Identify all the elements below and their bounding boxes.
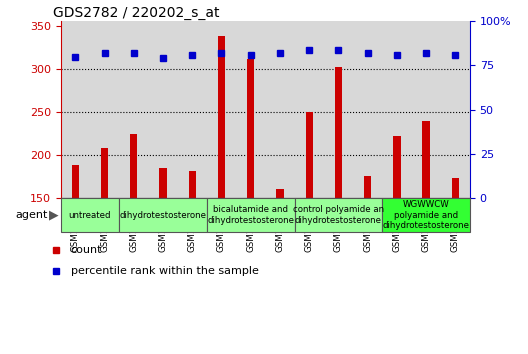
Bar	[364, 176, 371, 198]
Text: WGWWCW
polyamide and
dihydrotestosterone: WGWWCW polyamide and dihydrotestosterone	[383, 200, 469, 230]
Text: agent: agent	[16, 210, 48, 220]
Bar	[236, 21, 266, 198]
Bar	[306, 112, 313, 198]
Bar	[101, 148, 108, 198]
Bar	[265, 21, 295, 198]
Bar	[295, 198, 382, 232]
Text: percentile rank within the sample: percentile rank within the sample	[71, 266, 259, 276]
Bar	[353, 21, 382, 198]
Bar	[207, 21, 236, 198]
Bar	[295, 21, 324, 198]
Text: count: count	[71, 245, 102, 255]
Bar	[393, 136, 401, 198]
Text: dihydrotestosterone: dihydrotestosterone	[119, 211, 206, 219]
Bar	[441, 21, 470, 198]
Bar	[159, 168, 167, 198]
Bar	[335, 67, 342, 198]
Text: ▶: ▶	[49, 209, 59, 222]
Bar	[119, 21, 148, 198]
Bar	[90, 21, 119, 198]
Text: untreated: untreated	[69, 211, 111, 219]
Bar	[451, 177, 459, 198]
Bar	[61, 198, 119, 232]
Text: GDS2782 / 220202_s_at: GDS2782 / 220202_s_at	[53, 6, 219, 20]
Bar	[130, 135, 137, 198]
Bar	[218, 36, 225, 198]
Bar	[207, 198, 295, 232]
Bar	[411, 21, 441, 198]
Bar	[72, 165, 79, 198]
Text: bicalutamide and
dihydrotestosterone: bicalutamide and dihydrotestosterone	[207, 205, 294, 225]
Text: control polyamide an
dihydrotestosterone: control polyamide an dihydrotestosterone	[293, 205, 384, 225]
Bar	[148, 21, 177, 198]
Bar	[276, 189, 284, 198]
Bar	[119, 198, 207, 232]
Bar	[422, 120, 430, 198]
Bar	[324, 21, 353, 198]
Bar	[61, 21, 90, 198]
Bar	[382, 198, 470, 232]
Bar	[382, 21, 411, 198]
Bar	[177, 21, 207, 198]
Bar	[247, 59, 254, 198]
Bar	[188, 171, 196, 198]
